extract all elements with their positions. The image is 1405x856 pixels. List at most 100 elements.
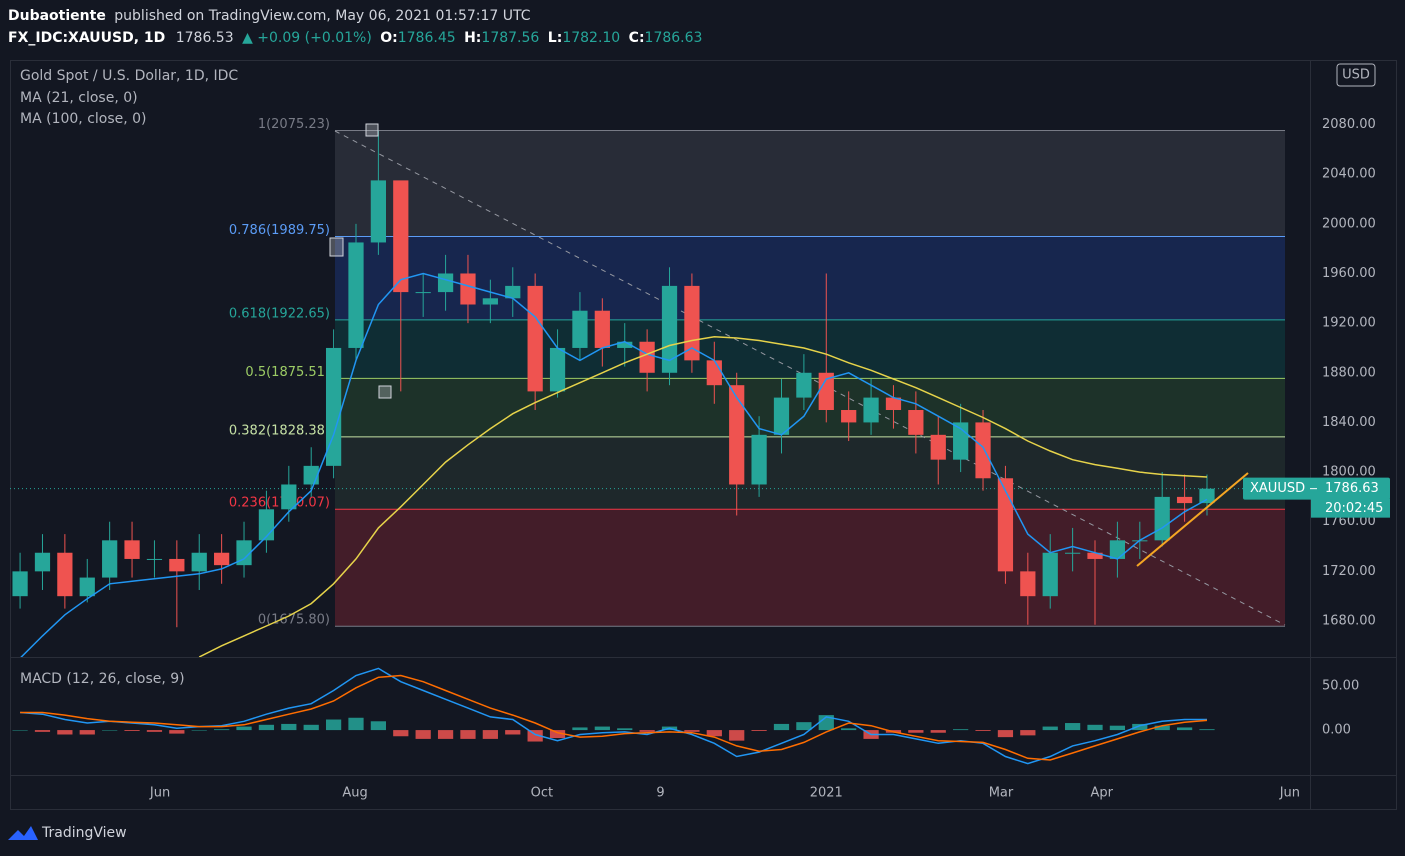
x-tick-label: Jun bbox=[149, 786, 170, 801]
histogram-bar bbox=[975, 730, 991, 731]
candle-body bbox=[460, 273, 476, 305]
macd-line bbox=[20, 674, 1208, 761]
macd-title: MACD (12, 26, close, 9) bbox=[20, 671, 185, 687]
histogram-bar bbox=[549, 730, 566, 739]
histogram-bar bbox=[1199, 729, 1215, 731]
histogram-bar bbox=[460, 730, 476, 739]
histogram-bar bbox=[617, 728, 633, 731]
y-tick-label: 1840.00 bbox=[1322, 415, 1376, 430]
handle bbox=[378, 385, 392, 399]
candle-body bbox=[393, 180, 409, 293]
histogram-bar bbox=[437, 730, 454, 739]
fib-label: 0(1675.80) bbox=[258, 613, 330, 628]
candle-body bbox=[303, 465, 319, 485]
handle bbox=[365, 123, 379, 137]
candle-body bbox=[281, 484, 297, 510]
header-line: Dubaotiente published on TradingView.com… bbox=[8, 8, 531, 24]
candle-body bbox=[1087, 552, 1103, 559]
fib-label: 0.382(1828.38) bbox=[229, 423, 330, 438]
fib-label: 1(2075.23) bbox=[258, 117, 330, 132]
ohlc-key: L: bbox=[548, 30, 563, 46]
candle-body bbox=[348, 242, 364, 348]
histogram-bar bbox=[1154, 725, 1170, 731]
candle-body bbox=[1154, 496, 1170, 541]
candle-body bbox=[437, 273, 454, 293]
candle-body bbox=[102, 540, 118, 578]
histogram-bar bbox=[258, 724, 275, 731]
ohlc-key: C: bbox=[629, 30, 645, 46]
axes: 1680.00 1720.00 1760.00 1800.00 1840.00 1880.… bbox=[149, 117, 1390, 801]
x-tick-label: 9 bbox=[656, 786, 664, 801]
histogram-bar bbox=[908, 730, 924, 733]
handle bbox=[329, 237, 344, 257]
y-tick-label: 1960.00 bbox=[1322, 266, 1376, 281]
candle-body bbox=[1020, 571, 1036, 597]
candle-body bbox=[124, 540, 140, 559]
histogram-bar bbox=[729, 730, 745, 741]
x-tick-label: Mar bbox=[989, 786, 1014, 801]
x-tick-label: Jun bbox=[1279, 786, 1300, 801]
candle-body bbox=[12, 571, 28, 597]
histogram-bar bbox=[146, 730, 163, 732]
histogram-bar bbox=[953, 729, 969, 731]
candle-body bbox=[57, 552, 73, 597]
histogram-bar bbox=[482, 730, 498, 739]
y-tick-label: 1800.00 bbox=[1322, 465, 1376, 480]
x-tick-label: Oct bbox=[531, 786, 553, 801]
candle-body bbox=[617, 341, 633, 348]
histogram-bar bbox=[639, 730, 655, 732]
candle-body bbox=[191, 552, 207, 572]
macd-line bbox=[20, 667, 1207, 765]
y-tick-label: 0.00 bbox=[1322, 723, 1351, 738]
fib-zone bbox=[335, 236, 1285, 320]
histogram-bar bbox=[1109, 725, 1126, 731]
y-tick-label: 1720.00 bbox=[1322, 564, 1376, 579]
candle-body bbox=[325, 347, 342, 466]
y-tick-label: 1880.00 bbox=[1322, 365, 1376, 380]
symbol-line: FX_IDC:XAUUSD, 1D 1786.53 ▲ +0.09 (+0.01… bbox=[8, 30, 702, 46]
candle-body bbox=[34, 552, 51, 572]
histogram-bar bbox=[818, 715, 834, 731]
histogram-bar bbox=[997, 730, 1014, 738]
histogram-bar bbox=[1176, 727, 1193, 731]
candle-body bbox=[505, 285, 521, 299]
candle-body bbox=[975, 422, 991, 479]
candle-body bbox=[1109, 540, 1126, 559]
candle-body bbox=[841, 410, 857, 423]
candle-body bbox=[1176, 496, 1193, 504]
histogram-bar bbox=[79, 730, 95, 735]
histogram-bar bbox=[191, 730, 207, 731]
histogram-bar bbox=[930, 730, 946, 733]
author: Dubaotiente bbox=[8, 8, 106, 24]
candle-body bbox=[639, 341, 655, 373]
histogram-bar bbox=[1132, 723, 1148, 731]
histogram-bar bbox=[1020, 730, 1036, 736]
candle-body bbox=[594, 310, 610, 348]
fib-zone bbox=[335, 130, 1285, 237]
candle-body bbox=[706, 360, 722, 386]
candle-body bbox=[549, 347, 566, 392]
published: published on TradingView.com, May 06, 20… bbox=[114, 8, 530, 24]
histogram-bar bbox=[57, 730, 73, 735]
candle-body bbox=[796, 372, 812, 398]
moving-average bbox=[198, 336, 1208, 657]
histogram-bar bbox=[505, 730, 521, 735]
histogram-bar bbox=[527, 730, 543, 742]
fibonacci: 1(2075.23) 0.786(1989.75) 0.618(1922.65) 0.… bbox=[229, 117, 1285, 628]
candle-body bbox=[818, 372, 834, 411]
currency-box bbox=[1336, 63, 1376, 87]
candle-body bbox=[773, 397, 790, 435]
candle-body bbox=[214, 552, 230, 566]
fib-zone bbox=[335, 509, 1285, 627]
candle-body bbox=[1042, 552, 1058, 597]
ohlc-key: H: bbox=[464, 30, 481, 46]
legend-entry: MA (21, close, 0) bbox=[20, 90, 138, 106]
candle-body bbox=[684, 285, 700, 361]
histogram-bar bbox=[841, 728, 857, 731]
x-tick-label: Aug bbox=[342, 786, 367, 801]
candle-body bbox=[1199, 488, 1215, 504]
histogram-bar bbox=[393, 730, 409, 737]
logo bbox=[8, 826, 38, 840]
fib-zone bbox=[335, 436, 1285, 510]
last-price-value: 1786.63 bbox=[1325, 481, 1379, 496]
